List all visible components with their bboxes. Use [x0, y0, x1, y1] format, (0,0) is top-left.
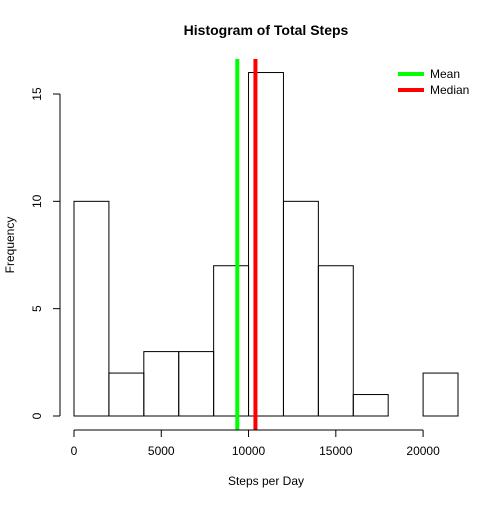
- bars-group: [73, 72, 459, 417]
- y-tick-label: 10: [30, 194, 44, 208]
- legend-label-mean: Mean: [430, 67, 460, 81]
- histogram-bar: [213, 265, 250, 417]
- chart-title: Histogram of Total Steps: [184, 22, 349, 38]
- histogram-bar: [422, 372, 459, 417]
- x-tick-label: 15000: [319, 444, 353, 458]
- legend: Mean Median: [398, 67, 469, 97]
- x-tick-label: 5000: [148, 444, 175, 458]
- histogram-bar: [317, 265, 354, 417]
- y-axis-label: Frequency: [3, 217, 17, 274]
- legend-label-median: Median: [430, 83, 469, 97]
- reference-lines-group: [235, 59, 258, 430]
- x-tick-label: 20000: [406, 444, 440, 458]
- x-axis: 0 5000 10000 15000 20000: [71, 429, 440, 458]
- histogram-bar: [108, 372, 145, 417]
- histogram-bar: [282, 200, 319, 417]
- histogram-bar: [73, 200, 110, 417]
- y-tick-label: 15: [30, 87, 44, 101]
- histogram-bar: [178, 351, 215, 417]
- histogram-bar: [352, 394, 389, 417]
- histogram-bar: [143, 351, 180, 417]
- y-tick-label: 5: [30, 305, 44, 312]
- y-tick-label: 0: [30, 412, 44, 419]
- x-tick-label: 0: [71, 444, 78, 458]
- x-axis-label: Steps per Day: [228, 474, 304, 488]
- y-axis: 0 5 10 15: [30, 87, 61, 419]
- x-tick-label: 10000: [232, 444, 266, 458]
